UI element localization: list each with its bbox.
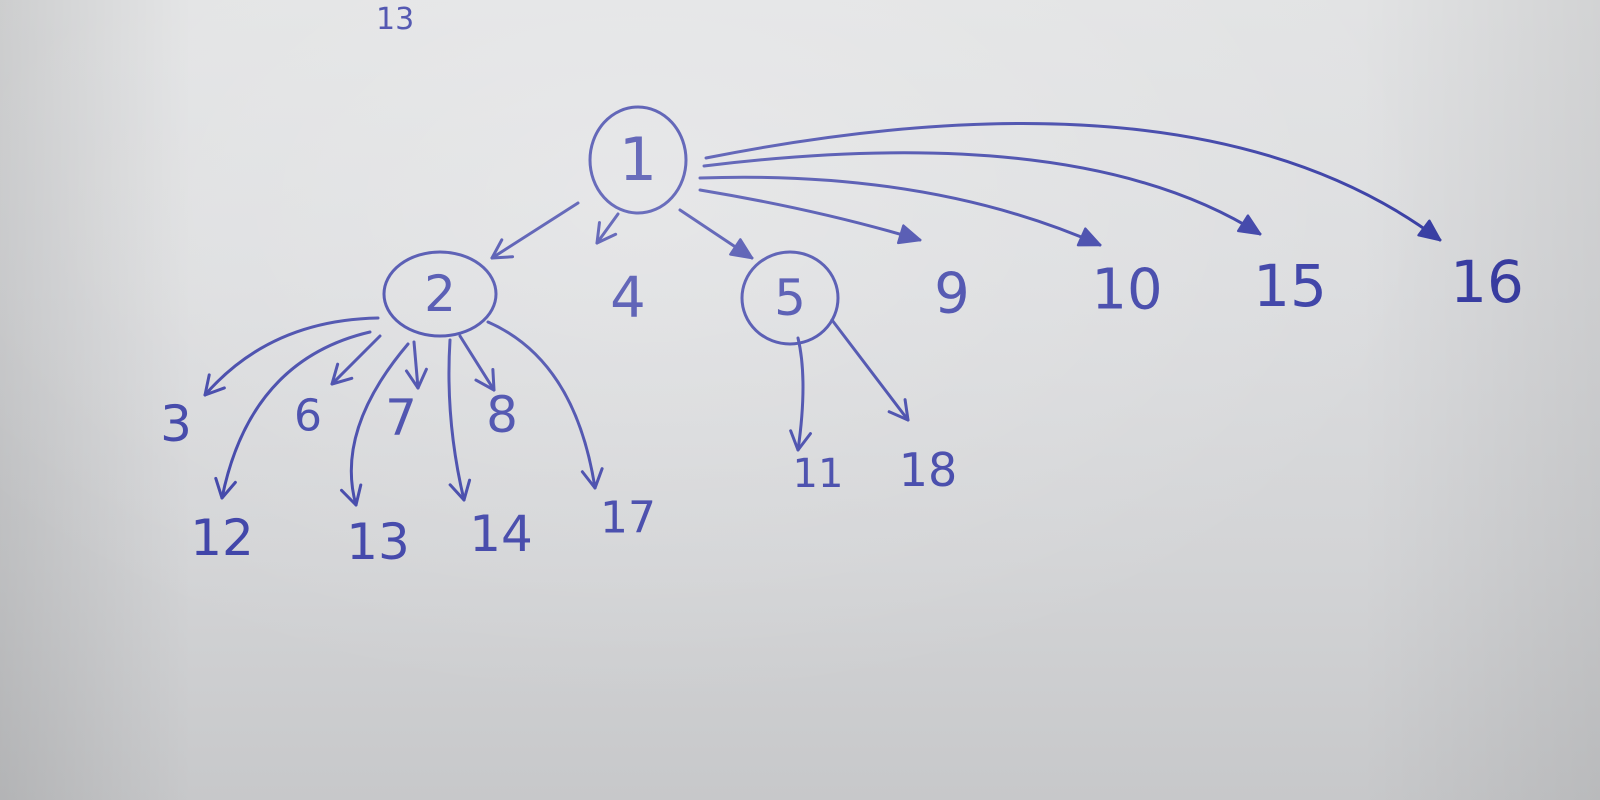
node-label: 16 xyxy=(1450,248,1524,316)
node-circle xyxy=(588,105,688,215)
edge-1-15 xyxy=(702,151,1262,236)
edge-1-5 xyxy=(678,208,754,260)
arrowhead-open xyxy=(448,478,472,502)
edge-line xyxy=(698,188,922,242)
node-label: 10 xyxy=(1091,258,1162,323)
arrowhead-filled xyxy=(897,224,922,245)
node-label: 18 xyxy=(899,443,958,497)
edge-line xyxy=(412,340,420,390)
edge-1-10 xyxy=(698,175,1102,247)
node-7: 7 xyxy=(385,389,417,447)
edge-line xyxy=(702,151,1262,236)
node-14: 14 xyxy=(469,505,533,563)
node-17: 17 xyxy=(600,493,656,544)
arrowhead-open xyxy=(580,467,604,490)
arrowhead-open xyxy=(789,429,812,452)
edge-2-6 xyxy=(330,334,382,386)
node-label: 2 xyxy=(424,265,456,323)
stray-mark: 13 xyxy=(376,2,415,37)
edge-2-13 xyxy=(340,342,410,507)
arrowhead-filled xyxy=(1076,227,1102,247)
edge-line xyxy=(220,330,372,500)
node-circle xyxy=(382,250,498,338)
edge-line xyxy=(698,175,1102,247)
edge-line xyxy=(203,316,380,397)
node-9: 9 xyxy=(934,262,970,327)
node-11: 11 xyxy=(793,451,844,497)
node-label: 8 xyxy=(486,386,518,444)
arrowhead-open xyxy=(474,367,496,392)
edge-line xyxy=(490,201,580,260)
edge-2-8 xyxy=(458,334,496,392)
arrowhead-open xyxy=(404,367,428,390)
node-16: 16 xyxy=(1450,248,1524,316)
arrowhead-filled xyxy=(729,238,754,260)
node-circle xyxy=(740,250,840,346)
node-2: 2 xyxy=(382,250,498,338)
node-label: 14 xyxy=(469,505,533,563)
edge-1-2 xyxy=(490,201,580,260)
edge-line xyxy=(830,318,910,422)
node-label: 5 xyxy=(774,269,806,327)
arrowhead-open xyxy=(330,362,354,386)
node-15: 15 xyxy=(1253,252,1327,320)
node-label: 12 xyxy=(190,509,254,567)
arrowhead-open xyxy=(340,483,363,507)
edge-5-11 xyxy=(789,336,812,452)
node-label: 6 xyxy=(294,391,322,442)
node-label: 13 xyxy=(346,513,410,571)
edge-line xyxy=(796,336,805,452)
node-12: 12 xyxy=(190,509,254,567)
edge-line xyxy=(458,334,496,392)
edge-line xyxy=(595,212,620,245)
arrowhead-open xyxy=(887,398,910,422)
node-label: 15 xyxy=(1253,252,1327,320)
node-5: 5 xyxy=(740,250,840,346)
node-3: 3 xyxy=(160,395,192,453)
edge-5-18 xyxy=(830,318,910,422)
node-label: 11 xyxy=(793,451,844,497)
edge-2-7 xyxy=(404,340,428,390)
node-13: 13 xyxy=(346,513,410,571)
edge-line xyxy=(330,334,382,386)
node-8: 8 xyxy=(486,386,518,444)
node-18: 18 xyxy=(899,443,958,497)
node-label: 17 xyxy=(600,493,656,544)
edge-line xyxy=(704,121,1442,242)
node-4: 4 xyxy=(610,266,646,331)
node-6: 6 xyxy=(294,391,322,442)
node-label: 4 xyxy=(610,266,646,331)
node-1: 1 xyxy=(588,105,688,215)
node-label: 9 xyxy=(934,262,970,327)
edge-2-17 xyxy=(486,320,604,490)
edge-1-16 xyxy=(704,121,1442,242)
arrowhead-open xyxy=(490,238,515,260)
arrowhead-open xyxy=(203,373,226,397)
arrowhead-filled xyxy=(1417,219,1442,242)
edge-line xyxy=(486,320,597,490)
edge-2-12 xyxy=(214,330,372,500)
edge-1-9 xyxy=(698,188,922,245)
edge-line xyxy=(447,338,466,502)
node-label: 1 xyxy=(619,125,657,195)
arrowhead-open xyxy=(214,476,237,500)
edge-1-4 xyxy=(595,212,620,245)
node-label: 3 xyxy=(160,395,192,453)
edge-2-14 xyxy=(447,338,472,502)
node-10: 10 xyxy=(1091,258,1162,323)
edge-2-3 xyxy=(203,316,380,397)
node-label: 7 xyxy=(385,389,417,447)
arrowhead-filled xyxy=(1237,214,1262,236)
arrowhead-open xyxy=(595,221,618,245)
edge-line xyxy=(349,342,410,507)
